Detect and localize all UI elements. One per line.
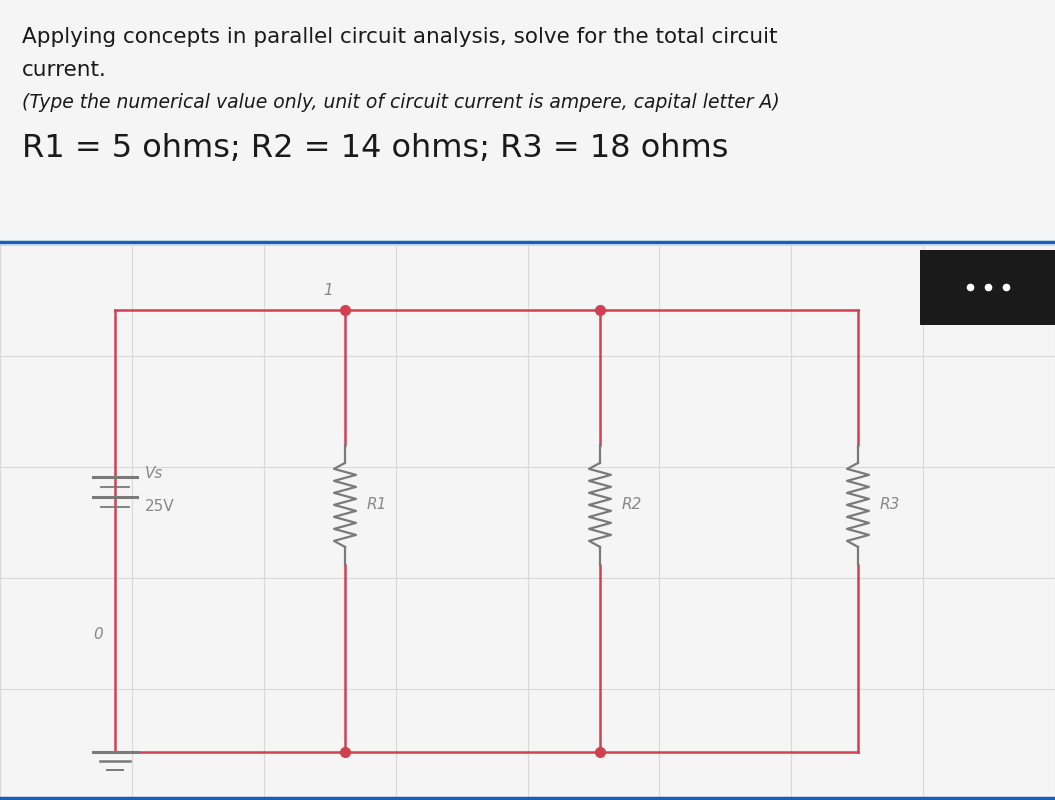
Text: Applying concepts in parallel circuit analysis, solve for the total circuit: Applying concepts in parallel circuit an…: [22, 27, 778, 47]
Text: R2: R2: [622, 498, 642, 512]
Text: R1 = 5 ohms; R2 = 14 ohms; R3 = 18 ohms: R1 = 5 ohms; R2 = 14 ohms; R3 = 18 ohms: [22, 133, 729, 164]
Text: R1: R1: [367, 498, 387, 512]
Text: (Type the numerical value only, unit of circuit current is ampere, capital lette: (Type the numerical value only, unit of …: [22, 93, 780, 112]
Text: 0: 0: [93, 627, 103, 642]
Text: R3: R3: [880, 498, 900, 512]
Bar: [920, 250, 1055, 325]
Text: Vs: Vs: [145, 466, 164, 482]
Text: current.: current.: [22, 60, 107, 80]
Text: 1: 1: [323, 283, 333, 298]
Text: 25V: 25V: [145, 499, 175, 514]
